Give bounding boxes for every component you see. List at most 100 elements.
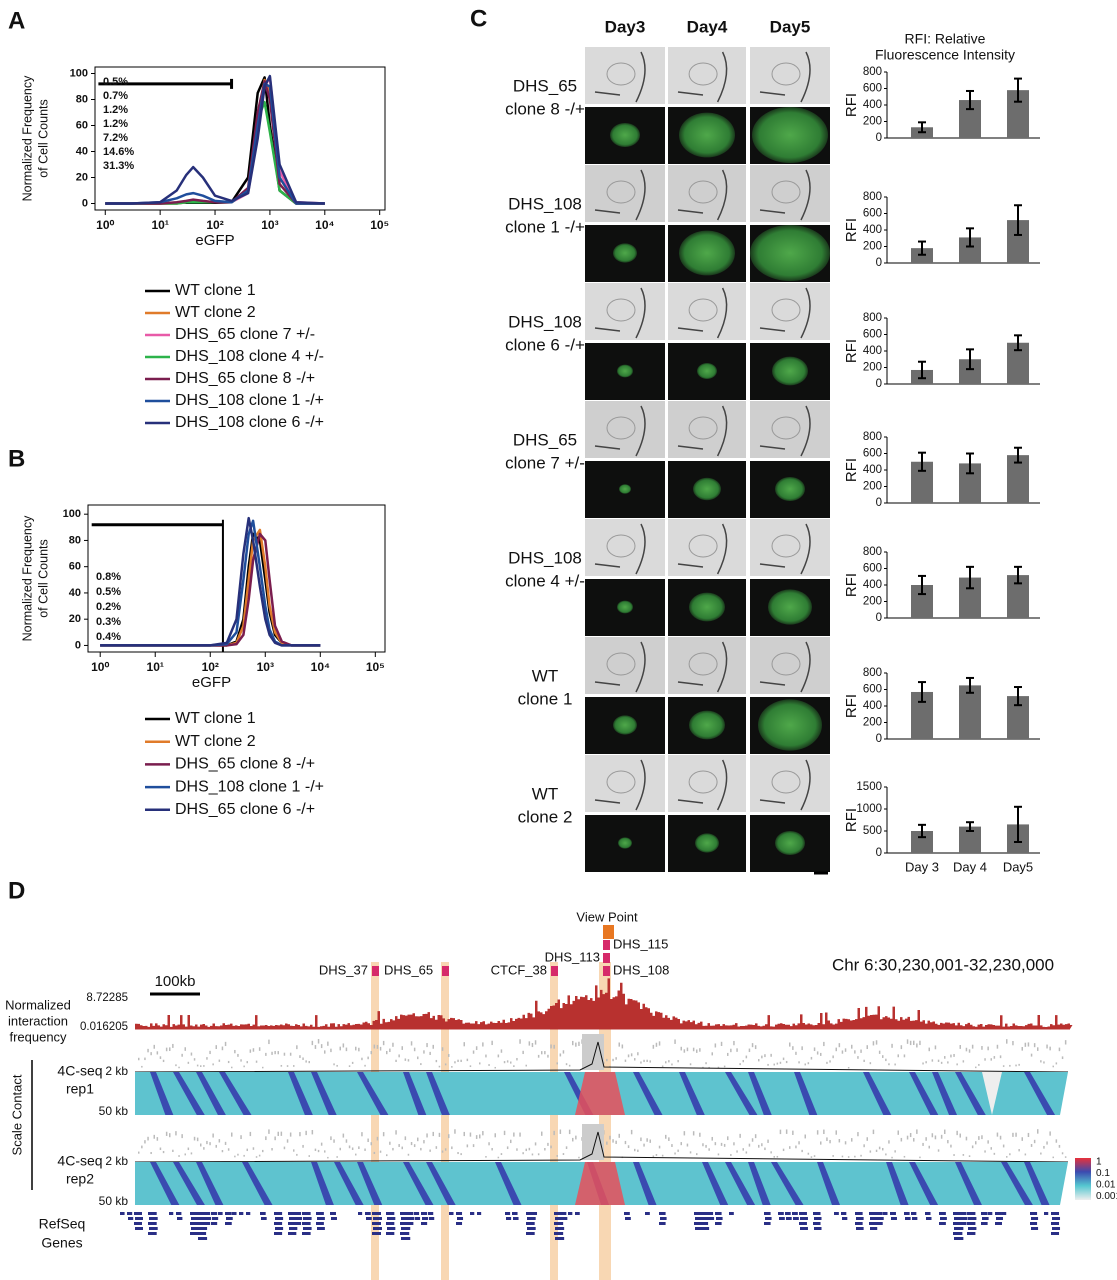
raw-signal-dot [968, 1155, 971, 1157]
raw-signal-dot [556, 1155, 558, 1157]
gene-model [904, 1212, 910, 1215]
y-axis-label: RFI [843, 694, 860, 718]
contact-streak [173, 1162, 205, 1205]
element-label: DHS_115 [613, 936, 668, 951]
raw-signal-dot [971, 1145, 974, 1149]
colony-outline [606, 298, 636, 322]
raw-signal-dot [913, 1138, 915, 1142]
raw-signal-dot [888, 1140, 890, 1144]
gene-model [386, 1232, 395, 1235]
gene-model [400, 1232, 410, 1235]
raw-signal-dot [147, 1048, 149, 1053]
gene-model [996, 1217, 1003, 1220]
brightfield-image [668, 401, 746, 458]
raw-signal-dot [1006, 1039, 1008, 1044]
signal-line [134, 1131, 1069, 1163]
raw-signal-dot [767, 1139, 769, 1143]
bar [911, 831, 933, 853]
raw-signal-dot [231, 1132, 233, 1137]
raw-signal-dot [178, 1066, 180, 1069]
raw-signal-dot [736, 1150, 738, 1153]
raw-signal-dot [178, 1155, 180, 1157]
y-tick-label: 600 [863, 563, 882, 575]
raw-signal-dot [844, 1141, 847, 1145]
gene-model [274, 1222, 283, 1225]
raw-signal-dot [451, 1066, 453, 1068]
gene-model [568, 1212, 573, 1215]
raw-signal-dot [665, 1134, 667, 1139]
contact-streak [495, 1162, 522, 1205]
gene-model [302, 1222, 311, 1225]
raw-signal-dot [237, 1053, 239, 1057]
raw-signal-dot [463, 1042, 465, 1047]
raw-signal-dot [435, 1146, 438, 1149]
gene-model [386, 1212, 395, 1215]
gfp-colony [752, 107, 828, 163]
y-tick-label: 800 [863, 191, 882, 203]
y-tick-label: 200 [863, 362, 882, 374]
raw-signal-dot [996, 1044, 999, 1049]
raw-signal-dot [984, 1058, 986, 1061]
gene-model [302, 1232, 311, 1235]
y-tick-label: 80 [76, 93, 88, 105]
raw-signal-dot [624, 1140, 627, 1145]
raw-signal-dot [265, 1052, 267, 1056]
gene-model [799, 1212, 807, 1215]
raw-signal-dot [351, 1061, 354, 1064]
contact-streak [817, 1162, 840, 1205]
raw-signal-dot [609, 1135, 611, 1140]
raw-signal-dot [299, 1055, 301, 1058]
raw-signal-dot [227, 1148, 230, 1151]
y-tick-label: 400 [863, 700, 882, 712]
raw-signal-dot [469, 1065, 472, 1068]
gene-model [197, 1212, 207, 1215]
raw-signal-dot [138, 1151, 140, 1154]
contact-streak [1001, 1162, 1033, 1205]
y-tick-label: 60 [69, 561, 81, 573]
raw-signal-dot [565, 1063, 568, 1066]
raw-signal-dot [209, 1142, 211, 1146]
brightfield-image [750, 47, 830, 104]
brightfield-detail [759, 405, 811, 457]
raw-signal-dot [978, 1136, 980, 1140]
contact-streak [955, 1162, 982, 1205]
bar [959, 237, 981, 263]
raw-signal-dot [187, 1061, 190, 1064]
gene-model [506, 1217, 512, 1220]
raw-signal-dot [733, 1142, 735, 1146]
y-tick-label: 0 [876, 733, 882, 745]
contact-streak [794, 1072, 818, 1115]
brightfield-detail [594, 169, 646, 221]
raw-signal-dot [761, 1143, 763, 1147]
raw-signal-dot [968, 1049, 971, 1053]
gene-model [793, 1217, 799, 1220]
raw-signal-dot [237, 1153, 239, 1156]
gene-model [869, 1222, 877, 1225]
raw-signal-dot [562, 1153, 565, 1155]
y-tick-label: 40 [69, 587, 81, 599]
gene-model [940, 1217, 947, 1220]
raw-signal-dot [367, 1138, 369, 1143]
bar [1007, 90, 1029, 138]
brightfield-detail [594, 759, 646, 811]
element-marker [603, 966, 610, 976]
raw-signal-dot [572, 1137, 574, 1142]
brightfield-detail [594, 641, 646, 693]
colony-outline [606, 180, 636, 204]
raw-signal-dot [516, 1148, 518, 1151]
raw-signal-dot [751, 1043, 754, 1048]
y-tick-label: 800 [863, 546, 882, 558]
raw-signal-dot [327, 1041, 329, 1046]
raw-signal-dot [193, 1058, 196, 1061]
raw-signal-dot [386, 1050, 388, 1055]
raw-signal-dot [497, 1156, 500, 1159]
gene-model [190, 1212, 199, 1215]
raw-signal-dot [370, 1142, 372, 1146]
raw-signal-dot [342, 1133, 345, 1138]
y-tick-label: 0 [82, 197, 88, 209]
colony-outline [688, 180, 718, 204]
contact-streak [311, 1162, 334, 1205]
gene-model [169, 1212, 174, 1215]
raw-signal-dot [1052, 1156, 1054, 1159]
raw-signal-dot [429, 1051, 431, 1055]
